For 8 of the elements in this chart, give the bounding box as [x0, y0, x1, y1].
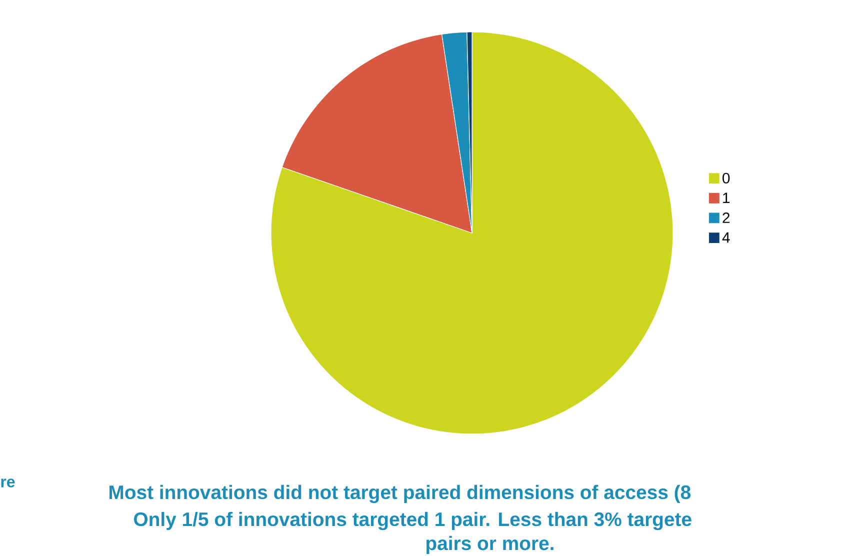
- text: re: [1, 478, 15, 488]
- legend-label: 0: [722, 172, 730, 184]
- legend-label: 4: [722, 232, 730, 243]
- legend-label: 1: [723, 192, 730, 204]
- text: pairs or more.: [426, 536, 554, 554]
- text: Only 1/5 of innovations targeted 1 pair. Less than 3% targete: [134, 512, 692, 530]
- legend-label: 2: [722, 212, 730, 223]
- text: Most innovations did not target paired dimensions of access (8: [110, 484, 691, 504]
